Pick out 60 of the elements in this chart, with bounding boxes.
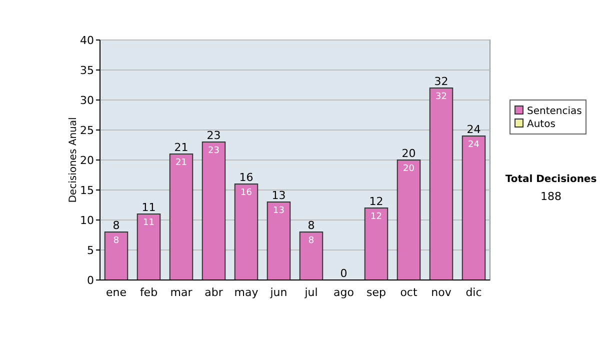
total-label: 20 <box>402 147 416 160</box>
bar <box>266 202 291 280</box>
data-label: 32 <box>436 92 447 102</box>
y-tick-label: 25 <box>80 124 94 137</box>
data-label: 16 <box>240 188 252 198</box>
text: 188 <box>540 190 562 203</box>
bar <box>202 142 226 280</box>
total-label: 21 <box>174 141 188 154</box>
bar <box>462 136 486 280</box>
total-label: 23 <box>206 129 221 142</box>
y-tick-label: 15 <box>80 184 94 197</box>
text: Total Decisiones <box>505 174 597 185</box>
data-label: 11 <box>143 218 154 228</box>
x-tick-label: oct <box>400 286 418 299</box>
total-label: 8 <box>308 219 315 232</box>
x-tick-label: may <box>234 286 259 299</box>
y-tick-label: 35 <box>80 64 94 77</box>
x-tick-label: jul <box>304 286 318 299</box>
y-tick-label: 10 <box>80 214 94 227</box>
total-label: 16 <box>239 171 254 184</box>
x-tick-label: ene <box>106 286 127 299</box>
y-tick-label: 0 <box>87 274 94 287</box>
data-label: 13 <box>273 206 284 216</box>
x-tick-label: sep <box>366 286 386 299</box>
total-label: 8 <box>112 219 120 232</box>
data-label: 23 <box>208 146 220 156</box>
total-label: 11 <box>142 201 156 214</box>
data-label: 8 <box>308 236 314 246</box>
bar <box>429 88 454 280</box>
x-tick-label: abr <box>204 286 224 299</box>
bar <box>364 208 388 280</box>
legend-label: Autos <box>527 119 556 130</box>
x-tick-label: nov <box>431 286 452 299</box>
x-tick-label: dic <box>466 286 482 299</box>
x-tick-label: ago <box>334 286 354 299</box>
x-tick-label: feb <box>140 286 158 299</box>
total-label: 24 <box>466 123 481 136</box>
y-axis-title: Decisiones Anual <box>68 117 79 203</box>
bar <box>104 232 128 280</box>
data-label: 8 <box>113 236 120 246</box>
x-tick-label: jun <box>269 286 288 299</box>
legend-label: Sentencias <box>527 106 582 117</box>
y-tick-label: 5 <box>87 244 94 257</box>
bar <box>234 184 258 280</box>
total-label: 13 <box>272 189 286 202</box>
y-tick-label: 20 <box>80 154 94 167</box>
data-label: 24 <box>468 140 480 150</box>
bar <box>136 214 161 280</box>
bar <box>396 160 421 280</box>
total-label: 12 <box>369 195 384 208</box>
y-tick-label: 30 <box>80 94 94 107</box>
bar <box>169 154 194 280</box>
bar <box>299 232 324 280</box>
data-label: 20 <box>403 164 415 174</box>
x-tick-label: mar <box>170 286 193 299</box>
data-label: 21 <box>176 158 187 168</box>
y-tick-label: 40 <box>80 34 94 47</box>
total-label: 0 <box>340 267 348 280</box>
data-label: 12 <box>370 212 382 222</box>
total-label: 32 <box>434 75 448 88</box>
